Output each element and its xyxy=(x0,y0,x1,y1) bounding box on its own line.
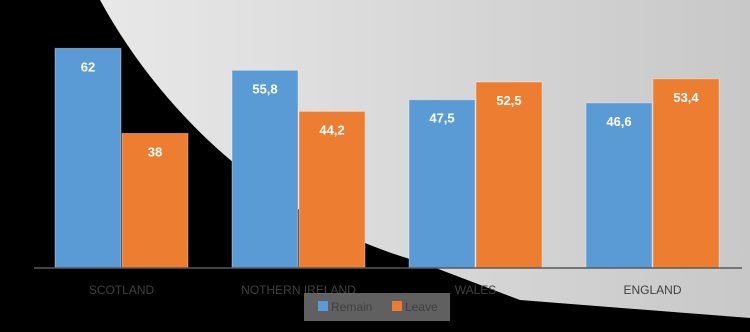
bar-leave-england xyxy=(653,78,719,268)
bar-remain-england xyxy=(586,102,652,268)
bars-layer: 62 38 55,8 44,2 47,5 52,5 46,6 53,4 xyxy=(54,47,720,269)
category-label-scotland: SCOTLAND xyxy=(89,283,155,297)
data-label-remain-scotland: 62 xyxy=(81,59,95,74)
legend-label-remain: Remain xyxy=(331,300,372,314)
data-label-leave-nothern-ireland: 44,2 xyxy=(319,122,344,137)
legend-label-leave: Leave xyxy=(405,300,438,314)
data-label-remain-england: 46,6 xyxy=(606,114,631,129)
data-label-leave-england: 53,4 xyxy=(673,90,699,105)
data-label-leave-scotland: 38 xyxy=(148,144,162,159)
bar-leave-nothern-ireland xyxy=(299,111,365,268)
legend-swatch-leave xyxy=(392,301,402,311)
category-label-wales: WALES xyxy=(455,283,497,297)
category-label-england: ENGLAND xyxy=(623,283,681,297)
legend-swatch-remain xyxy=(318,301,328,311)
data-label-remain-nothern-ireland: 55,8 xyxy=(252,81,277,96)
bar-remain-nothern-ireland xyxy=(232,70,298,269)
bar-leave-wales xyxy=(476,82,542,268)
bar-remain-wales xyxy=(409,99,475,268)
bar-leave-scotland xyxy=(122,133,188,268)
legend: Remain Leave xyxy=(304,293,450,321)
data-label-leave-wales: 52,5 xyxy=(496,93,521,108)
legend-background xyxy=(304,293,450,321)
data-label-remain-wales: 47,5 xyxy=(429,111,454,126)
bar-remain-scotland xyxy=(55,48,121,268)
